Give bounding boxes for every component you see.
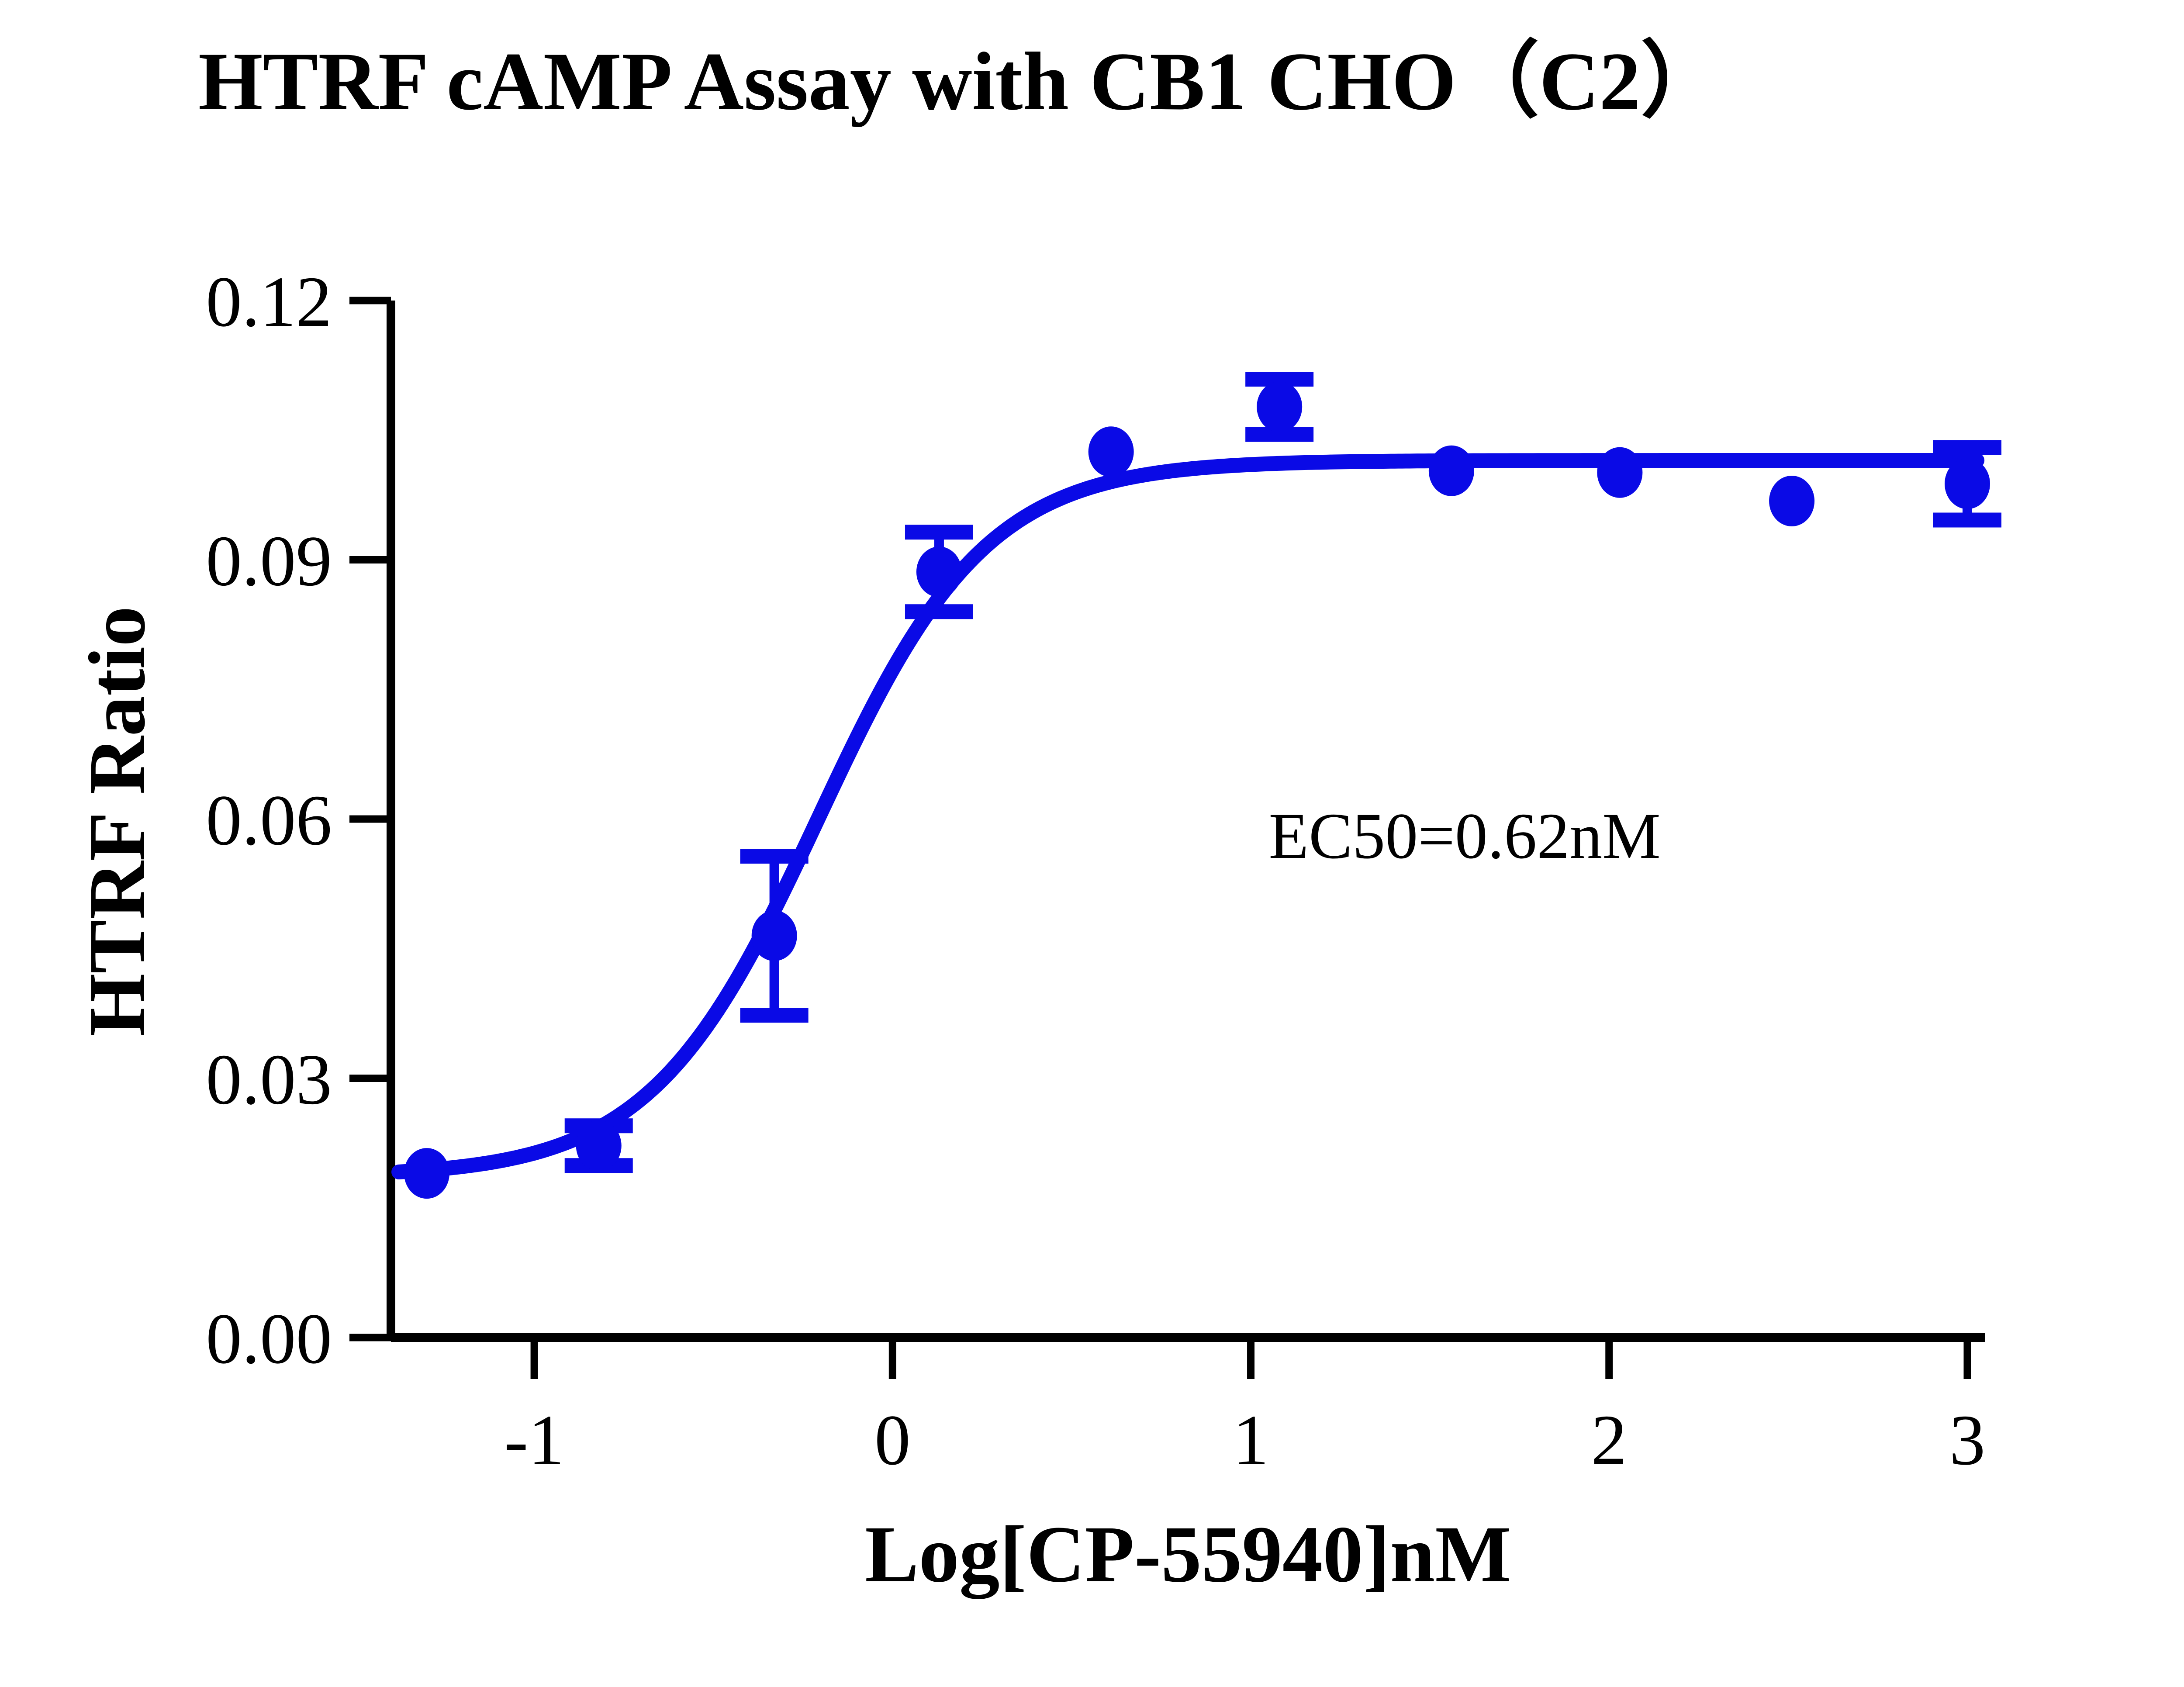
y-tick-label: 0.06 [206, 780, 332, 860]
y-tick-label: 0.00 [206, 1299, 332, 1379]
y-tick-label: 0.09 [206, 521, 332, 601]
y-axis-tick-labels: 0.00 0.03 0.06 0.09 0.12 [206, 262, 332, 1379]
data-points-group [404, 381, 1990, 1199]
x-axis-ticks [530, 1338, 1971, 1379]
x-tick-label: 0 [874, 1400, 911, 1480]
data-point [751, 910, 797, 961]
ec50-annotation: EC50=0.62nM [1269, 800, 1661, 872]
chart-title: HTRF cAMP Assay with CB1 CHO（C2） [198, 36, 1724, 128]
x-tick-label: 1 [1233, 1400, 1269, 1480]
x-axis-title: Log[CP-55940]nM [865, 1510, 1511, 1599]
data-point [1944, 458, 1990, 509]
sigmoid-fit-curve [391, 453, 1985, 1179]
y-axis-ticks [349, 297, 391, 1341]
x-axis-tick-labels: -1 0 1 2 3 [504, 1400, 1985, 1480]
x-tick-label: 3 [1949, 1400, 1986, 1480]
data-point [1597, 447, 1643, 498]
x-tick-label: 2 [1591, 1400, 1628, 1480]
data-point [1257, 381, 1303, 432]
data-point [404, 1148, 450, 1199]
data-point [1428, 445, 1474, 496]
y-tick-label: 0.03 [206, 1040, 332, 1120]
data-point [576, 1120, 622, 1171]
data-point [1088, 426, 1134, 477]
data-point [916, 546, 962, 598]
data-point [1769, 475, 1815, 526]
y-tick-label: 0.12 [206, 262, 332, 342]
x-tick-label: -1 [504, 1400, 564, 1480]
y-axis-title: HTRF Ratio [73, 606, 162, 1037]
